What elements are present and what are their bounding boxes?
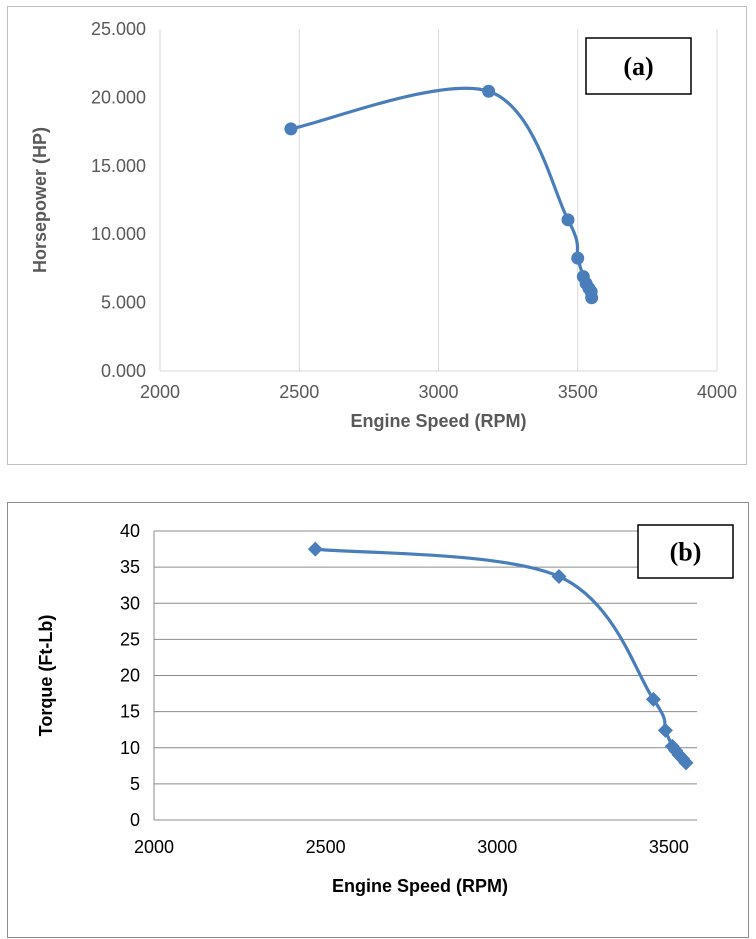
y-tick-label: 10 — [120, 738, 140, 758]
x-tick-label: 3500 — [649, 837, 689, 857]
data-point — [678, 755, 694, 771]
panel-tag-label: (a) — [623, 52, 653, 81]
x-tick-label: 4000 — [697, 382, 737, 402]
series-line — [290, 86, 594, 298]
panel-tag-box — [637, 524, 734, 579]
x-axis-title: Engine Speed (RPM) — [350, 411, 526, 431]
y-tick-label: 0 — [130, 810, 140, 830]
y-tick-label: 15.000 — [91, 156, 146, 176]
series-line — [315, 547, 688, 764]
data-point — [657, 722, 673, 738]
chart-a-svg: 2000 2500 3000 3500 4000 0.000 5.000 10.000 15.0… — [30, 19, 737, 431]
data-point — [284, 122, 298, 136]
x-tick-label: 3500 — [558, 382, 598, 402]
x-axis-title: Engine Speed (RPM) — [332, 876, 508, 896]
data-point — [645, 691, 661, 707]
data-point — [675, 751, 691, 767]
x-tick-label: 2000 — [134, 837, 174, 857]
y-tick-label: 15 — [120, 702, 140, 722]
y-tick-label: 25.000 — [91, 19, 146, 39]
y-tick-label: 5.000 — [101, 293, 146, 313]
x-tick-label: 2000 — [140, 382, 180, 402]
y-tick-label: 35 — [120, 557, 140, 577]
y-tick-label: 40 — [120, 521, 140, 541]
panel-tag-label: (b) — [670, 538, 702, 567]
panel-tag-box — [585, 37, 692, 95]
data-point — [561, 213, 575, 227]
data-point — [585, 291, 599, 305]
y-tick-label: 30 — [120, 593, 140, 613]
y-tick-label: 20 — [120, 666, 140, 686]
x-tick-label: 2500 — [306, 837, 346, 857]
x-tick-label: 2500 — [279, 382, 319, 402]
chart-b-svg: 2000 2500 3000 3500 0 5 10 15 20 25 30 35 40 Engine S… — [36, 521, 734, 896]
y-axis-title: Torque (Ft-Lb) — [36, 615, 56, 737]
y-axis-title: Horsepower (HP) — [30, 127, 50, 273]
data-point — [482, 84, 496, 98]
y-tick-label: 5 — [130, 774, 140, 794]
data-point — [551, 569, 567, 585]
data-point — [668, 743, 684, 759]
y-tick-label: 25 — [120, 629, 140, 649]
data-point — [307, 541, 323, 557]
chart-panel-b: 2000 2500 3000 3500 0 5 10 15 20 25 30 35 40 Engine S… — [7, 502, 749, 938]
x-tick-label: 3000 — [418, 382, 458, 402]
y-tick-label: 0.000 — [101, 361, 146, 381]
y-tick-label: 10.000 — [91, 224, 146, 244]
chart-panel-a: 2000 2500 3000 3500 4000 0.000 5.000 10.000 15.0… — [7, 6, 747, 465]
y-tick-label: 20.000 — [91, 87, 146, 107]
x-tick-label: 3000 — [477, 837, 517, 857]
data-point — [571, 251, 585, 265]
